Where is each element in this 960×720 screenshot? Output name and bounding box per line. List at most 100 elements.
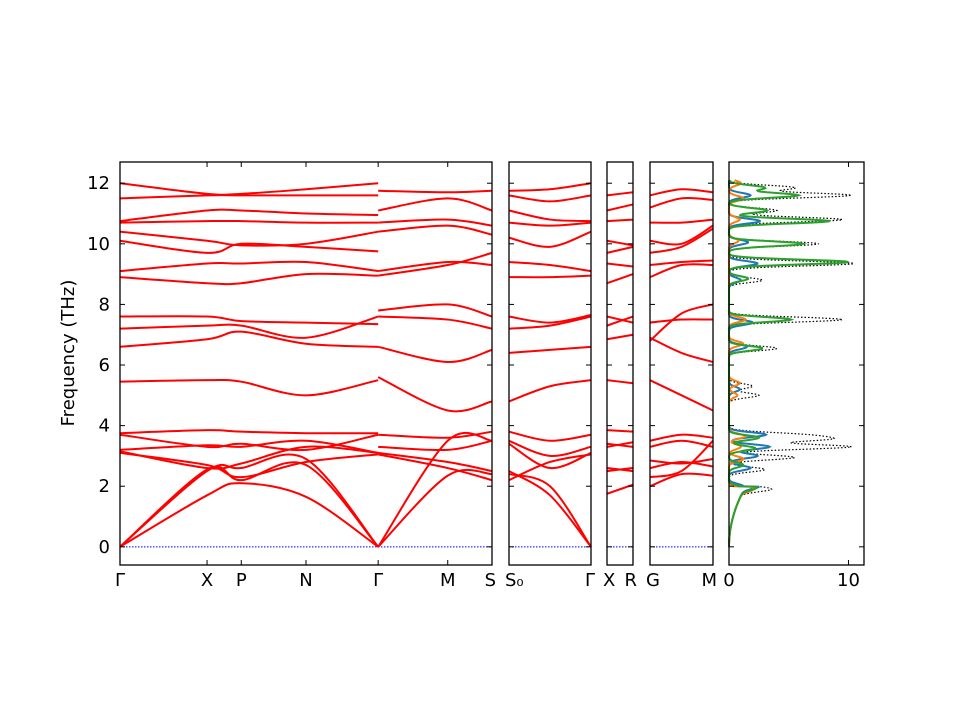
- band-line: [378, 189, 493, 194]
- band-line: [378, 224, 493, 236]
- band-line: [508, 379, 592, 403]
- band-line: [119, 315, 379, 326]
- band-line: [649, 460, 714, 470]
- band-line: [649, 440, 714, 479]
- band-line: [119, 208, 379, 223]
- band-line: [649, 433, 714, 442]
- band-line: [119, 429, 379, 435]
- dos-frame: [728, 161, 865, 566]
- band-line: [606, 483, 634, 495]
- path-label: S: [485, 570, 496, 591]
- band-line: [606, 245, 634, 254]
- band-line: [606, 315, 634, 324]
- path-label: M: [701, 570, 717, 591]
- panel-frame: [606, 161, 634, 566]
- y-tick-label: 6: [99, 355, 110, 376]
- path-label: N: [299, 570, 312, 591]
- path-label: P: [236, 570, 247, 591]
- band-line: [649, 218, 714, 224]
- band-line: [649, 303, 714, 342]
- band-line: [378, 303, 493, 318]
- path-label: X: [603, 570, 615, 591]
- band-panel-2: S₀ Γ: [505, 161, 595, 591]
- band-line: [606, 218, 634, 223]
- band-line: [378, 218, 493, 227]
- band-line: [606, 273, 634, 285]
- y-axis-label: Frequency (THz): [58, 280, 79, 427]
- band-line: [378, 260, 493, 273]
- path-label: Γ: [585, 570, 595, 591]
- y-tick-label: 2: [99, 476, 110, 497]
- band-line: [119, 451, 379, 479]
- band-line: [508, 473, 592, 548]
- path-label: S₀: [505, 570, 524, 591]
- band-line: [649, 318, 714, 324]
- band-line: [649, 259, 714, 267]
- band-line: [119, 260, 379, 273]
- band-line: [119, 461, 379, 548]
- band-line: [508, 182, 592, 192]
- band-panel-1: 0 2 4 6 8 10 12 Γ X P N Γ M S: [87, 161, 496, 591]
- band-line: [508, 260, 592, 273]
- band-line: [378, 451, 493, 473]
- path-label: R: [624, 570, 637, 591]
- y-tick-label: 8: [99, 294, 110, 315]
- band-line: [508, 194, 592, 203]
- band-line: [377, 345, 493, 363]
- path-label: X: [201, 570, 213, 591]
- dos-x-tick-label: 0: [723, 570, 734, 591]
- dos-x-tick-label: 10: [837, 570, 860, 591]
- band-line: [649, 227, 714, 254]
- band-line: [508, 209, 592, 223]
- path-label: M: [440, 570, 456, 591]
- band-line: [508, 439, 592, 457]
- band-line: [606, 239, 634, 247]
- band-line: [508, 221, 592, 227]
- band-line: [606, 315, 634, 327]
- band-line: [377, 197, 493, 212]
- band-line: [377, 432, 493, 548]
- band-line: [377, 468, 493, 548]
- band-line: [649, 263, 714, 279]
- band-line: [119, 230, 379, 247]
- y-tick-label: 0: [99, 537, 110, 558]
- path-label: Γ: [115, 570, 125, 591]
- band-line: [606, 262, 634, 268]
- band-line: [119, 330, 379, 348]
- band-line: [119, 482, 379, 548]
- band-line: [606, 467, 634, 473]
- band-line: [649, 336, 714, 363]
- panel-frame: [508, 161, 592, 566]
- path-label: Γ: [373, 570, 383, 591]
- band-line: [649, 224, 714, 246]
- band-line: [377, 453, 493, 482]
- dos-panel: 0 10: [723, 161, 865, 591]
- band-line: [606, 429, 634, 433]
- band-line: [649, 379, 714, 412]
- band-line: [606, 379, 634, 385]
- band-line: [377, 376, 493, 413]
- band-line: [649, 472, 714, 488]
- band-line: [508, 345, 592, 354]
- band-line: [119, 433, 379, 452]
- band-line: [606, 203, 634, 212]
- band-line: [119, 194, 379, 200]
- band-line: [378, 430, 493, 439]
- panel-frame: [649, 161, 714, 566]
- band-line: [649, 188, 714, 197]
- band-line: [378, 439, 493, 452]
- band-line: [508, 442, 592, 470]
- band-line: [649, 197, 714, 209]
- band-line: [119, 182, 379, 196]
- band-line: [508, 315, 592, 330]
- band-line: [606, 442, 634, 448]
- y-tick-label: 4: [99, 416, 110, 437]
- band-line: [119, 439, 379, 454]
- y-tick-label: 12: [87, 173, 110, 194]
- band-line: [508, 230, 592, 248]
- band-line: [119, 378, 379, 397]
